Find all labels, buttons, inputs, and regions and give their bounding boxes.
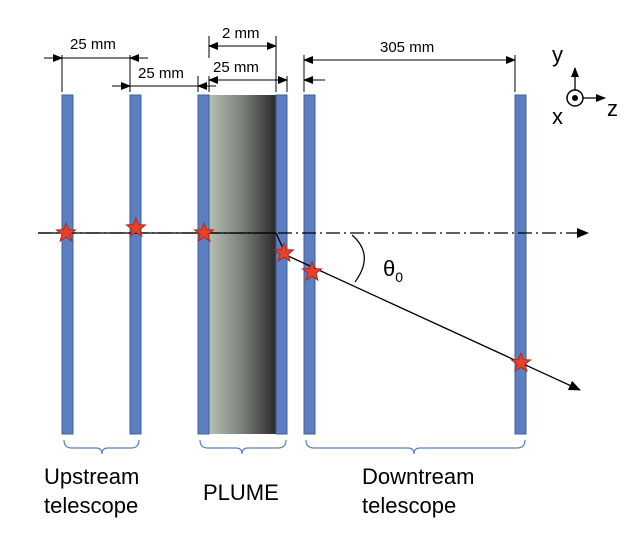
downstream-label-line1: Downtream — [362, 464, 474, 489]
plume-plane-back — [276, 95, 287, 434]
downstream-bracket — [306, 440, 525, 454]
plume-plane-front — [198, 95, 209, 434]
upstream-plane-1 — [62, 95, 73, 434]
dim-plume-thickness-label: 2 mm — [222, 25, 260, 42]
axis-x-label: x — [552, 104, 563, 129]
hit-stars — [56, 218, 530, 371]
plume-label: PLUME — [203, 480, 279, 505]
group-brackets — [64, 440, 525, 454]
dim-upstream-gap-label: 25 mm — [70, 36, 116, 53]
coordinate-axes — [567, 68, 605, 106]
dim-downstream-span-label: 305 mm — [380, 39, 434, 56]
upstream-label-line2: telescope — [44, 493, 138, 518]
dim-upstream-to-plume-label: 25 mm — [138, 65, 184, 82]
downstream-plane-2 — [515, 95, 526, 434]
detector-planes — [62, 95, 526, 434]
axis-z-label: z — [607, 96, 618, 121]
upstream-label-line1: Upstream — [44, 464, 139, 489]
dim-downstream-span — [304, 55, 515, 92]
downstream-label-line2: telescope — [362, 493, 456, 518]
dim-plume-to-downstream-label: 25 mm — [213, 59, 259, 76]
plume-block — [209, 95, 276, 434]
axis-y-label: y — [552, 42, 563, 67]
angle-label: θ0 — [383, 256, 403, 285]
scattered-track — [286, 255, 580, 390]
dim-plume-to-downstream — [209, 76, 325, 92]
upstream-plane-2 — [130, 95, 141, 434]
plume-bracket — [200, 440, 286, 454]
angle-arc — [352, 235, 364, 282]
upstream-bracket — [64, 440, 139, 454]
